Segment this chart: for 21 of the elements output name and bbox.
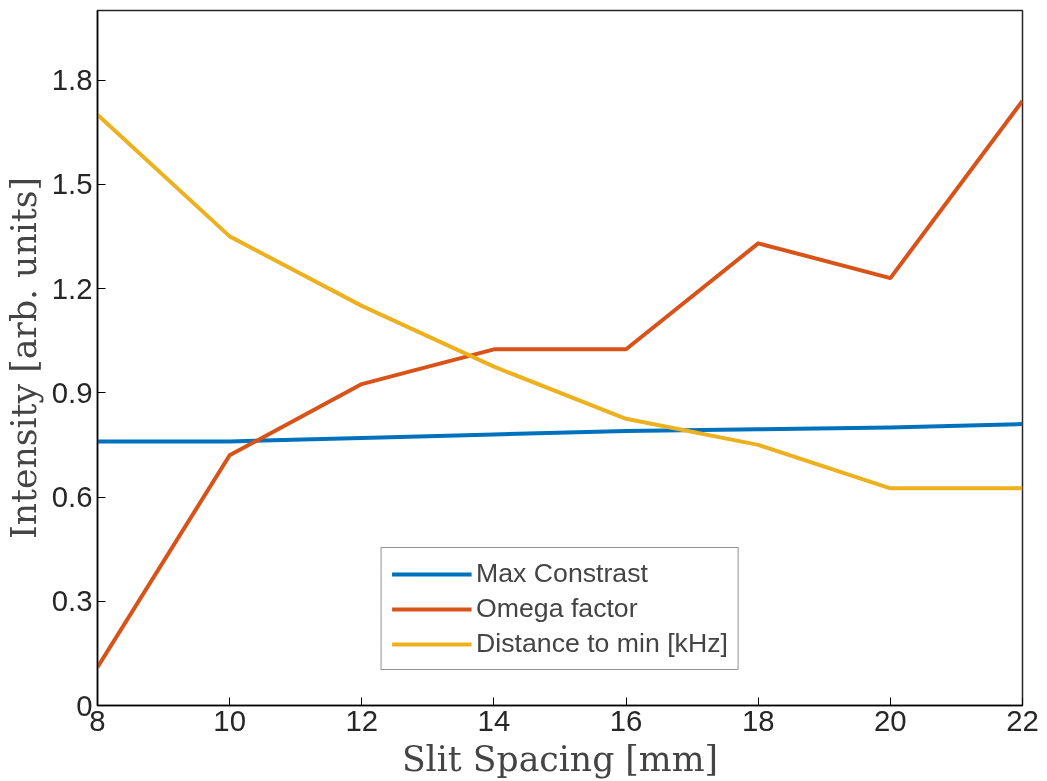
y-tick-label: 0.9 — [51, 375, 93, 409]
line-series — [97, 112, 1023, 491]
y-tick-label: 1.5 — [51, 167, 93, 201]
x-tick-label: 18 — [741, 703, 775, 737]
x-tick-label: 20 — [874, 703, 907, 737]
x-tick-label: 12 — [345, 703, 379, 737]
y-tick-label: 0.6 — [51, 480, 93, 513]
legend-label: Distance to min [kHz] — [476, 628, 728, 659]
legend-label: Max Constrast — [476, 558, 648, 589]
y-tick-label: 0.3 — [51, 584, 93, 618]
x-axis-title: Slit Spacing [mm] — [401, 738, 719, 779]
x-tick-label: 22 — [1006, 703, 1039, 737]
y-tick-label: 1.2 — [51, 271, 93, 305]
line-series — [97, 422, 1023, 444]
legend-label: Omega factor — [476, 593, 638, 624]
line-series — [97, 98, 1023, 670]
x-tick-label: 14 — [477, 703, 511, 737]
x-tick-label: 16 — [609, 703, 643, 737]
x-tick-label: 10 — [213, 703, 246, 737]
y-tick-label: 1.8 — [51, 63, 93, 96]
y-axis-title: Intensity [arb. units] — [3, 176, 44, 540]
